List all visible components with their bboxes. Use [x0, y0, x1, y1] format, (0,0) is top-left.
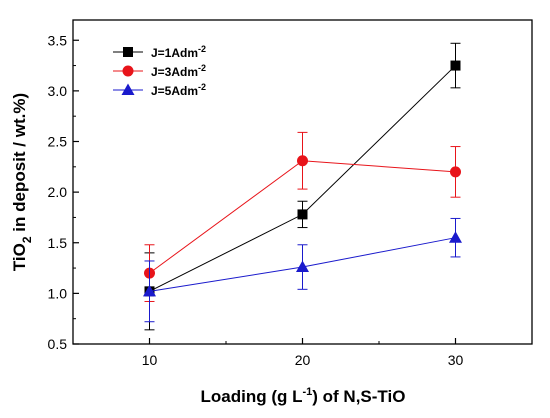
axis-ticks: 0.5 1.0 1.5 2.0 2.5 3.0 3.5 10 20 30: [48, 32, 464, 368]
y-tick-label: 2.5: [48, 134, 68, 150]
series-2: [144, 131, 461, 302]
x-axis-title: Loading (g L-1) of N,S-TiO: [201, 386, 406, 406]
y-tick-label: 3.5: [48, 32, 68, 48]
data-point: [450, 60, 461, 71]
y-tick-label: 1.5: [48, 235, 68, 251]
y-tick-label: 2.0: [48, 184, 68, 200]
legend-marker: [123, 47, 133, 57]
y-axis-title: TiO2 in deposit / wt.%): [10, 93, 34, 271]
series-layer: [143, 42, 462, 331]
x-tick-label: 30: [448, 352, 464, 368]
legend-label: J=1Adm-2: [151, 44, 206, 60]
legend-marker: [122, 65, 134, 77]
data-point: [297, 209, 308, 220]
legend-item: J=5Adm-2: [113, 82, 206, 98]
data-point: [143, 284, 156, 297]
y-tick-label: 0.5: [48, 336, 68, 352]
legend-item: J=3Adm-2: [113, 63, 206, 79]
series-3: [143, 217, 462, 323]
legend-marker: [121, 83, 135, 95]
data-point: [450, 166, 461, 178]
y-tick-label: 3.0: [48, 83, 68, 99]
y-tick-label: 1.0: [48, 285, 68, 301]
data-point: [449, 231, 462, 243]
legend-item: J=1Adm-2: [113, 44, 206, 60]
data-point: [297, 155, 308, 167]
legend-label: J=3Adm-2: [151, 63, 206, 79]
x-tick-label: 10: [142, 352, 158, 368]
legend-label: J=5Adm-2: [151, 82, 206, 98]
data-point: [296, 260, 309, 273]
legend: J=1Adm-2 J=3Adm-2 J=5Adm-2: [113, 44, 206, 98]
x-tick-label: 20: [295, 352, 311, 368]
